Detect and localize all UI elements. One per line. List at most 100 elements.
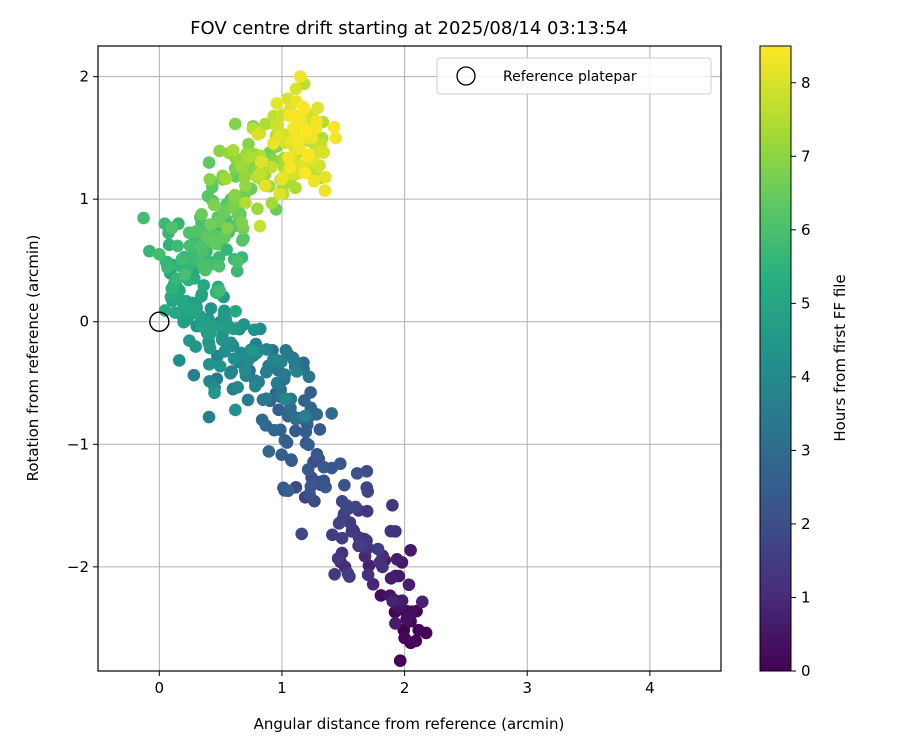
colorbar-tick-label: 1 — [801, 588, 811, 606]
data-point — [213, 144, 226, 158]
data-point — [212, 259, 226, 273]
data-point — [236, 234, 249, 247]
data-point — [282, 151, 295, 164]
data-point — [301, 149, 315, 163]
data-point — [265, 160, 278, 174]
data-point — [165, 221, 179, 235]
data-point — [395, 594, 409, 607]
data-point — [325, 407, 338, 420]
data-point — [339, 499, 353, 513]
data-point — [275, 355, 288, 369]
chart-title: FOV centre drift starting at 2025/08/14 … — [190, 18, 628, 39]
data-point — [287, 121, 300, 135]
data-point — [275, 448, 288, 462]
colorbar-ticks: 0 1 2 3 4 5 6 7 8 — [791, 74, 811, 680]
data-point — [402, 578, 416, 592]
data-point — [289, 181, 302, 195]
plot-frame — [97, 45, 722, 672]
data-point — [309, 121, 323, 135]
data-point — [299, 126, 313, 139]
data-point — [384, 524, 398, 538]
data-point — [272, 403, 285, 417]
colorbar-tick-label: 6 — [801, 221, 811, 239]
data-point — [289, 82, 303, 96]
data-point — [175, 252, 189, 266]
data-point — [225, 365, 239, 378]
data-point — [302, 438, 315, 452]
x-tick-label: 2 — [400, 679, 410, 697]
data-point — [310, 447, 324, 461]
data-point — [371, 542, 385, 556]
data-point — [171, 239, 184, 253]
data-point — [278, 368, 292, 381]
y-tick-label: 1 — [79, 190, 89, 208]
data-point — [247, 323, 261, 337]
data-point — [366, 577, 380, 591]
reference-platepar-marker — [149, 311, 170, 332]
data-point — [350, 467, 364, 480]
data-point — [203, 172, 217, 186]
data-point — [313, 423, 327, 436]
legend-label: Reference platepar — [503, 69, 637, 85]
data-point — [319, 480, 332, 494]
x-tick-label: 3 — [522, 679, 532, 697]
data-point — [251, 202, 264, 216]
x-tick-label: 1 — [277, 679, 287, 697]
data-point — [231, 255, 244, 268]
colorbar: 0 1 2 3 4 5 6 7 8 Hours from first FF file — [759, 45, 849, 680]
x-axis-label: Angular distance from reference (arcmin) — [254, 715, 565, 733]
axis-ticks: 0 1 2 3 4 −2 −1 0 1 2 — [67, 68, 655, 697]
data-point — [317, 146, 331, 159]
data-point — [393, 654, 407, 668]
data-point — [245, 344, 259, 358]
data-point — [376, 560, 389, 574]
data-point — [288, 109, 302, 123]
data-point — [242, 137, 255, 151]
y-tick-label: −1 — [67, 435, 89, 453]
data-point — [199, 263, 212, 277]
data-point — [386, 498, 399, 512]
data-point — [187, 368, 201, 382]
data-point — [338, 478, 351, 492]
data-point — [332, 517, 346, 530]
data-point — [415, 595, 429, 609]
data-point — [284, 453, 298, 466]
data-point — [262, 445, 276, 458]
x-tick-label: 0 — [155, 679, 165, 697]
data-point — [172, 354, 186, 367]
data-point — [253, 167, 267, 180]
data-point — [254, 155, 268, 169]
y-tick-label: 2 — [79, 68, 89, 86]
data-point — [239, 196, 252, 210]
data-point — [318, 184, 332, 197]
data-point — [343, 570, 356, 583]
data-point — [184, 252, 198, 266]
data-point — [178, 268, 192, 281]
data-point — [228, 188, 242, 202]
data-point — [241, 393, 255, 407]
data-point — [287, 354, 301, 367]
data-point — [304, 480, 318, 493]
data-point — [298, 409, 312, 423]
data-point — [238, 363, 252, 377]
data-point — [404, 543, 417, 557]
data-point — [202, 358, 216, 371]
data-point — [260, 392, 273, 405]
data-point — [270, 119, 284, 132]
data-point — [229, 305, 242, 318]
data-point — [143, 244, 156, 258]
data-point — [389, 617, 402, 630]
data-point — [137, 211, 150, 225]
data-point — [283, 161, 297, 175]
data-point — [227, 352, 241, 365]
data-point — [249, 379, 262, 393]
data-point — [260, 343, 273, 356]
y-axis-label: Rotation from reference (arcmin) — [24, 235, 42, 482]
data-point — [327, 120, 341, 134]
data-point — [354, 539, 367, 552]
data-point — [238, 170, 252, 184]
data-point — [197, 279, 211, 292]
colorbar-tick-label: 8 — [801, 74, 811, 92]
data-point — [229, 403, 242, 417]
